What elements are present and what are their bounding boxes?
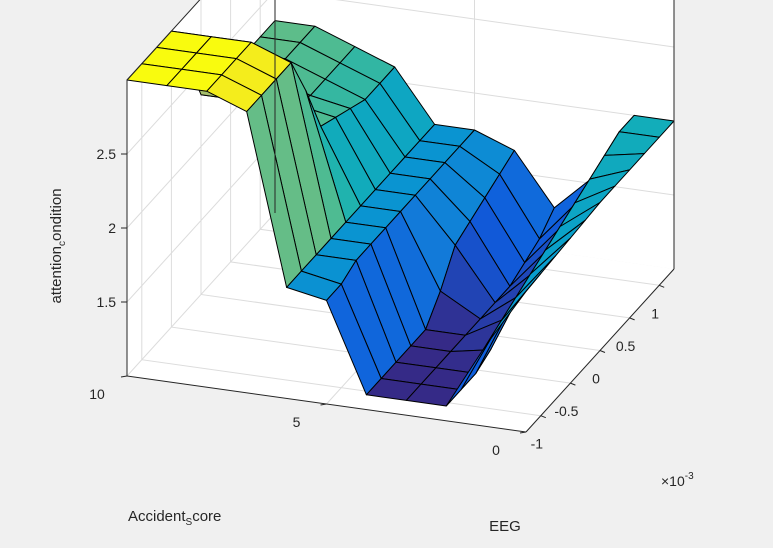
y-tick-label: 5 (293, 414, 301, 430)
y-tick-mark (320, 403, 327, 406)
y-axis-label-tail: core (192, 508, 221, 525)
z-axis-label-sub: c (57, 241, 68, 246)
z-axis-label-tail: ondition (48, 188, 65, 241)
y-tick-mark (120, 375, 128, 378)
x-tick-mark (540, 415, 546, 419)
x-tick-label: -1 (531, 436, 544, 452)
x-tick-label: 0.5 (616, 338, 636, 354)
x-axis-exponent: ×10-3 (661, 471, 694, 489)
z-axis-label-main: attention (48, 246, 65, 304)
y-axis-label: AccidentScore (128, 508, 221, 528)
surface-face (485, 273, 542, 346)
z-tick-label: 1.5 (97, 294, 117, 310)
y-axis-label-sub: S (186, 517, 193, 528)
frame-edge (126, 0, 201, 81)
x-axis-exponent-power: -3 (685, 471, 694, 482)
z-gridline (126, 0, 675, 155)
x-tick-label: 0 (592, 371, 600, 387)
z-tick-label: 2 (108, 220, 116, 236)
y-tick-label: 10 (89, 386, 105, 402)
x-tick-mark (570, 382, 576, 386)
x-tick-mark (659, 284, 665, 288)
x-tick-label: 1 (651, 305, 659, 321)
x-axis-label: EEG (489, 518, 521, 535)
x-axis-exponent-prefix: ×10 (661, 473, 685, 489)
z-tick-label: 2.5 (97, 146, 117, 162)
y-tick-mark (519, 431, 527, 434)
x-tick-mark (599, 350, 606, 353)
y-tick-label: 0 (492, 442, 500, 458)
x-tick-mark (629, 317, 635, 321)
z-axis-label: attentioncondition (48, 188, 68, 303)
y-axis-label-main: Accident (128, 508, 186, 525)
x-tick-label: -0.5 (554, 403, 578, 419)
